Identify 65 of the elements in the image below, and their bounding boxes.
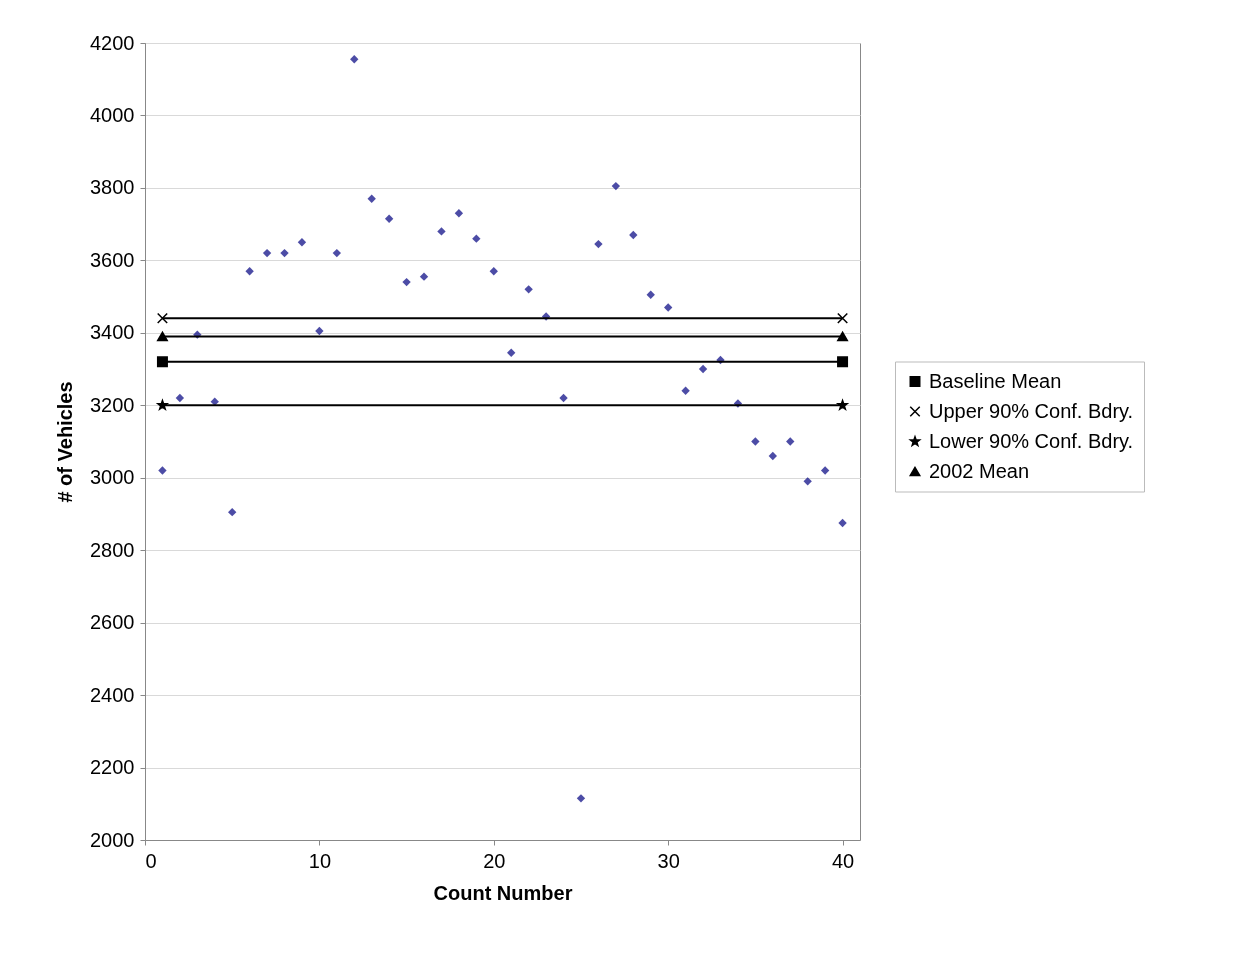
point <box>175 393 185 403</box>
point <box>594 239 603 249</box>
point <box>280 248 289 258</box>
x-axis-title: Count Number <box>433 881 573 904</box>
y-tick-label: 3200 <box>90 393 135 416</box>
point <box>262 248 272 258</box>
point <box>332 248 342 258</box>
point <box>681 386 690 395</box>
point <box>663 303 673 312</box>
y-tick-label: 3600 <box>90 248 135 271</box>
y-tick-label: 2200 <box>90 756 135 779</box>
legend-label: Lower 90% Conf. Bdry. <box>929 429 1134 452</box>
point <box>419 272 429 281</box>
y-tick-label: 2400 <box>90 683 135 706</box>
y-tick-label: 3400 <box>90 321 135 344</box>
point <box>646 290 655 299</box>
point <box>837 312 849 324</box>
point <box>158 466 167 475</box>
point <box>698 364 708 374</box>
point <box>367 194 376 203</box>
point <box>228 507 237 517</box>
point <box>402 277 411 287</box>
x-tick-label: 40 <box>831 849 855 872</box>
point <box>489 267 498 276</box>
point <box>786 437 795 446</box>
point <box>210 397 219 406</box>
point <box>837 399 848 410</box>
y-tick-label: 2000 <box>90 828 135 851</box>
point <box>157 399 168 410</box>
point <box>437 227 446 236</box>
point <box>803 477 812 486</box>
point <box>820 466 830 475</box>
point <box>297 238 307 247</box>
point <box>350 55 359 64</box>
point <box>611 181 621 191</box>
point <box>156 356 168 368</box>
point <box>768 451 777 461</box>
x-tick-label: 30 <box>657 849 680 872</box>
point <box>838 518 847 528</box>
point <box>629 230 638 240</box>
legend-label: 2002 Mean <box>929 459 1030 482</box>
y-tick-label: 2800 <box>90 538 135 561</box>
x-tick-label: 0 <box>145 849 157 872</box>
point <box>245 267 254 276</box>
point <box>507 348 516 357</box>
point <box>156 312 168 324</box>
y-tick-label: 2600 <box>90 611 135 634</box>
legend-label: Upper 90% Conf. Bdry. <box>929 399 1134 422</box>
point <box>559 393 568 403</box>
point <box>454 209 464 218</box>
x-tick-label: 20 <box>483 849 506 872</box>
y-tick-label: 4000 <box>90 103 135 126</box>
point <box>837 356 849 368</box>
x-tick-label: 10 <box>308 849 332 872</box>
y-axis-title: # of Vehicles <box>54 381 77 503</box>
point <box>472 234 481 243</box>
point <box>384 214 394 223</box>
y-tick-label: 4200 <box>90 31 135 54</box>
point <box>751 437 760 446</box>
point <box>576 794 586 803</box>
legend-label: Baseline Mean <box>929 369 1062 392</box>
point <box>315 326 324 336</box>
point <box>524 285 533 294</box>
y-tick-label: 3800 <box>90 176 135 199</box>
y-tick-label: 3000 <box>90 466 135 489</box>
